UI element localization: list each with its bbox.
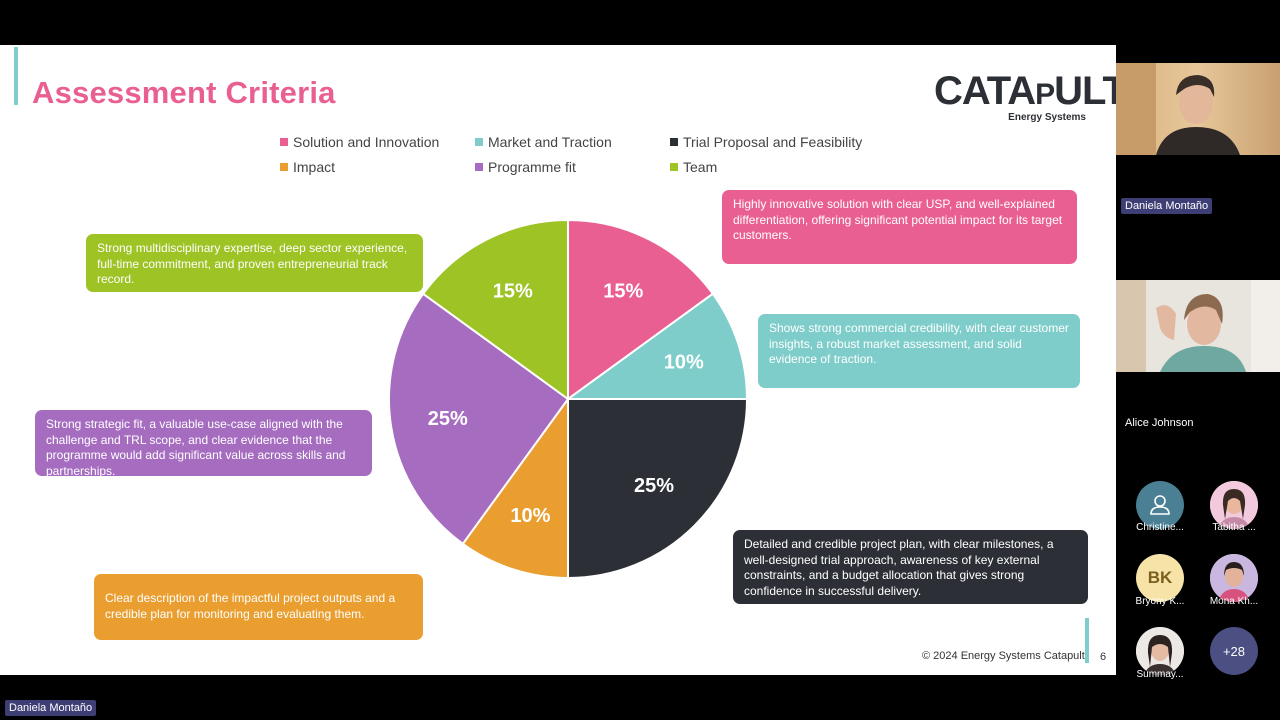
chart-legend: Solution and Innovation Market and Tract… (280, 134, 900, 184)
title-accent-bar (14, 47, 18, 105)
video-feed-2 (1116, 280, 1280, 372)
pie-label-programme: 25% (428, 408, 468, 430)
pie-slice-solution (567, 218, 715, 401)
legend-label: Solution and Innovation (293, 134, 440, 150)
avatar-label-mona: Mona Kh... (1209, 596, 1259, 607)
legend-item-impact: Impact (280, 159, 335, 175)
legend-swatch (475, 163, 483, 171)
slide-title: Assessment Criteria (32, 75, 336, 110)
legend-item-solution: Solution and Innovation (280, 134, 439, 150)
pie-slice-trial (567, 398, 749, 580)
pie-label-team: 15% (493, 281, 533, 303)
summay-photo (1136, 627, 1184, 675)
desc-impact: Clear description of the impactful proje… (94, 574, 423, 640)
legend-swatch (280, 163, 288, 171)
video-feed-1 (1116, 63, 1280, 155)
pie-slice-impact (461, 395, 569, 580)
legend-label: Market and Traction (488, 134, 612, 150)
legend-swatch (475, 138, 483, 146)
avatar-bryony[interactable]: BK (1136, 554, 1184, 602)
legend-item-programme: Programme fit (475, 159, 576, 175)
footer-accent-bar (1085, 618, 1089, 663)
legend-item-market: Market and Traction (475, 134, 612, 150)
shared-slide: Assessment Criteria CATAPULT Energy Syst… (0, 45, 1116, 675)
avatar-tabitha[interactable] (1210, 481, 1258, 529)
avatar-label-summay: Summay... (1136, 669, 1184, 680)
legend-label: Impact (293, 159, 336, 175)
person-icon (1150, 495, 1170, 515)
logo-wordmark: CATAPULT (934, 69, 1116, 113)
video-name-daniela: Daniela Montaño (1121, 198, 1213, 214)
tabitha-photo (1210, 481, 1258, 529)
legend-swatch (670, 138, 678, 146)
avatar-label-bryony: Bryony K... (1135, 596, 1185, 607)
legend-item-team: Team (670, 159, 717, 175)
video-tile-daniela[interactable] (1116, 63, 1280, 155)
video-tile-alice[interactable] (1116, 280, 1280, 372)
more-participants-count: +28 (1222, 643, 1246, 659)
desc-market: Shows strong commercial credibility, wit… (758, 314, 1080, 388)
pie-slice-market (564, 292, 749, 400)
pie-label-trial: 25% (634, 475, 674, 497)
video-name-alice: Alice Johnson (1125, 417, 1194, 429)
mona-photo (1210, 554, 1258, 602)
catapult-logo: CATAPULT Energy Systems (934, 69, 1116, 129)
legend-swatch (280, 138, 288, 146)
legend-label: Team (683, 159, 718, 175)
logo-subtitle: Energy Systems (1008, 112, 1086, 123)
pie-slice-programme (388, 292, 570, 546)
desc-solution: Highly innovative solution with clear US… (722, 190, 1077, 264)
slide-copyright: © 2024 Energy Systems Catapult (922, 650, 1085, 662)
pie-chart: 15% 10% 25% 10% 25% 15% (388, 218, 749, 580)
legend-swatch (670, 163, 678, 171)
presenter-name-tag: Daniela Montaño (5, 700, 97, 716)
legend-label: Programme fit (488, 159, 576, 175)
desc-team: Strong multidisciplinary expertise, deep… (86, 234, 423, 292)
avatar-christine[interactable] (1136, 481, 1184, 529)
desc-trial: Detailed and credible project plan, with… (733, 530, 1088, 604)
avatar-initials: BK (1147, 568, 1173, 587)
pie-slice-team (421, 218, 569, 401)
legend-label: Trial Proposal and Feasibility (683, 134, 863, 150)
pie-label-impact: 10% (510, 505, 550, 527)
avatar-label-tabitha: Tabitha ... (1212, 522, 1256, 533)
pie-label-market: 10% (664, 351, 704, 373)
avatar-summay[interactable] (1136, 627, 1184, 675)
avatar-label-christine: Christine... (1136, 522, 1184, 533)
avatar-mona[interactable] (1210, 554, 1258, 602)
pie-label-solution: 15% (603, 281, 643, 303)
legend-item-trial: Trial Proposal and Feasibility (670, 134, 862, 150)
desc-programme: Strong strategic fit, a valuable use-cas… (35, 410, 372, 478)
more-participants-button[interactable]: +28 (1210, 627, 1258, 675)
slide-page-number: 6 (1100, 651, 1107, 663)
